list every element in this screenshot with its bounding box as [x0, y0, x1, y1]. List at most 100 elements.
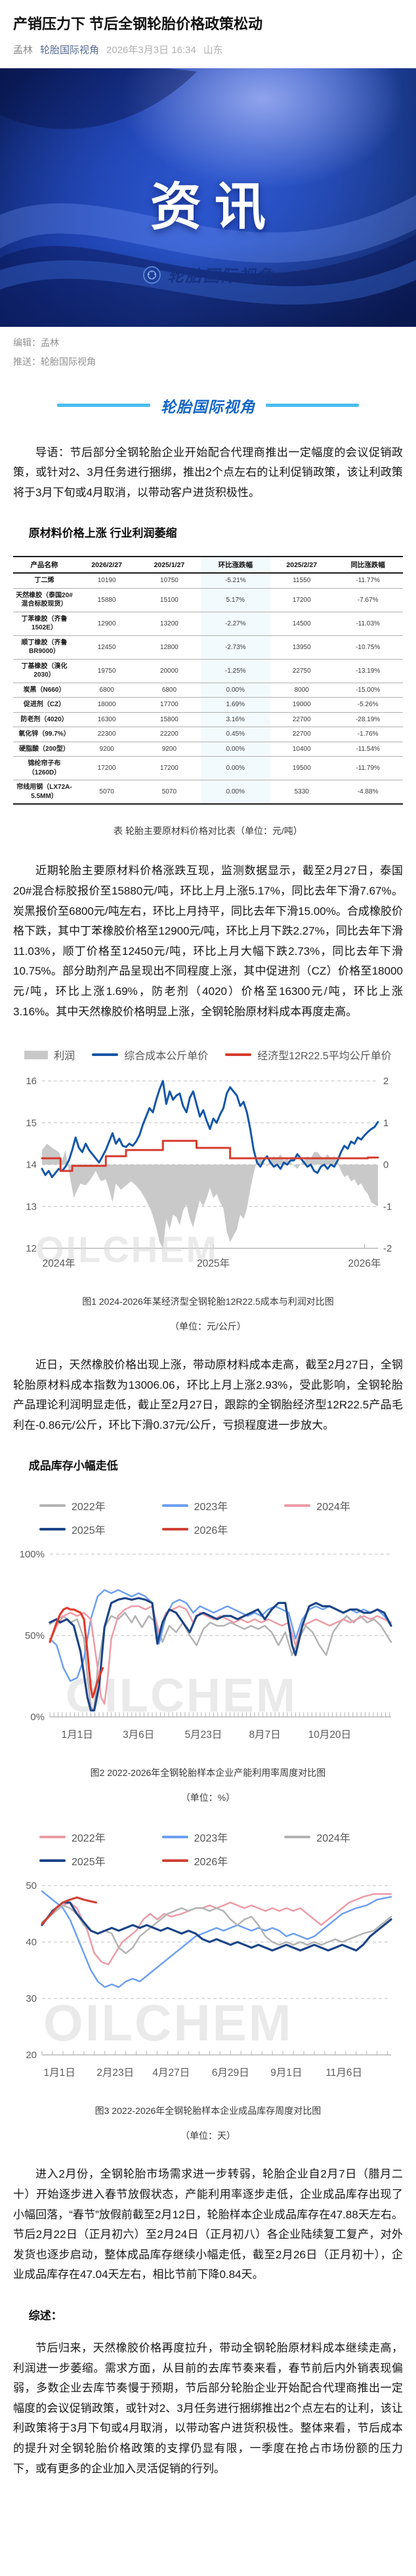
chart-legend: 2022年 2023年 2024年 2025年 2026年 — [13, 1829, 403, 1869]
value-cell: 9200 — [75, 742, 138, 757]
paragraph-raw-materials: 近期轮胎主要原材料价格涨跌互现，监测数据显示，截至2月27日，泰国20#混合标胶… — [13, 864, 403, 1018]
value-cell: -2.73% — [200, 635, 271, 660]
byline: 孟林 轮胎国际视角 2026年3月3日 16:34 山东 — [13, 43, 403, 56]
column-header: 环比涨跌幅 — [200, 557, 271, 574]
value-cell: 6800 — [75, 683, 138, 698]
banner-wave-graphics — [0, 68, 416, 327]
product-name-cell: 促进剂（CZ） — [13, 697, 76, 713]
editor-line: 编辑：孟林 — [13, 337, 59, 348]
legend-swatch — [39, 1836, 66, 1839]
figure3-caption: 图3 2022-2026年全钢轮胎样本企业成品库存周度对比图 — [94, 2105, 322, 2117]
value-cell: 10750 — [138, 573, 201, 589]
figure-cost-profit-chart: 利润 综合成本公斤单价 经济型12R22.5平均公斤单价 12 13 14 15 16 -2-… — [13, 1047, 403, 1275]
value-cell: 5.17% — [200, 588, 271, 612]
svg-text:16: 16 — [26, 1076, 37, 1087]
table-row: 防老剂（4020） 16300 15800 3.16% 22700 -28.19% — [13, 712, 403, 728]
svg-text:2024年: 2024年 — [43, 1257, 75, 1269]
value-cell: -1.25% — [200, 659, 271, 683]
account-link[interactable]: 轮胎国际视角 — [40, 44, 100, 56]
legend-swatch — [161, 1859, 188, 1863]
chart-svg: 0% 50% 100% OILCHEM 1月1日 3月6日 5月23日 8月7日 10月20日 — [20, 1549, 392, 1741]
svg-text:15: 15 — [26, 1118, 37, 1129]
article-page: 产销压力下 节后全钢轮胎价格政策松动 孟林 轮胎国际视角 2026年3月3日 1… — [0, 16, 416, 2475]
figure-inventory-chart: 2022年 2023年 2024年 2025年 2026年 20 30 40 50 OILCHE… — [13, 1829, 403, 2084]
value-cell: 0.00% — [200, 756, 271, 781]
divider-line-right — [266, 404, 359, 408]
legend-item: 2026年 — [161, 1521, 281, 1537]
editor-name: 孟林 — [41, 337, 59, 348]
value-cell: -10.75% — [333, 635, 403, 660]
value-cell: 17200 — [270, 588, 333, 612]
legend-item: 2024年 — [284, 1498, 403, 1513]
legend-item: 2022年 — [39, 1829, 158, 1845]
table-row: 丁苯橡胶（齐鲁1502E） 12900 13200 -2.27% 14500 -11.03… — [13, 612, 403, 636]
value-cell: 12800 — [138, 635, 201, 660]
svg-text:OILCHEM: OILCHEM — [35, 1229, 218, 1270]
section-divider: 轮胎国际视角 — [13, 394, 403, 417]
column-header: 同比涨跌幅 — [333, 557, 403, 574]
svg-text:0%: 0% — [30, 1712, 45, 1723]
figure3-unit: （单位：天） — [180, 2130, 236, 2142]
value-cell: 3.16% — [200, 712, 271, 728]
credits: 编辑：孟林 推送：轮胎国际视角 — [13, 333, 403, 372]
svg-text:10月20日: 10月20日 — [308, 1729, 351, 1741]
value-cell: 0.00% — [200, 683, 271, 698]
intro-paragraph: 导语：节后部分全钢轮胎企业开始配合代理商推出一定幅度的会议促销政策，或针对2、3… — [13, 446, 403, 499]
legend-label: 2023年 — [194, 1833, 228, 1845]
value-cell: -15.00% — [333, 683, 403, 698]
banner-logo: 轮胎国际视角 — [142, 263, 274, 287]
value-cell: -4.88% — [357, 788, 379, 796]
product-name-cell: 丁基橡胶（溴化2030） — [13, 659, 76, 683]
legend-item: 综合成本公斤单价 — [92, 1047, 208, 1063]
table-row: 促进剂（CZ） 18000 17700 1.69% 19000 -5.26% — [13, 697, 403, 713]
value-cell: 22750 — [270, 659, 333, 683]
product-name-cell: 防老剂（4020） — [13, 712, 76, 728]
legend-item: 2026年 — [161, 1853, 281, 1869]
legend-label: 2023年 — [194, 1502, 228, 1513]
legend-swatch — [24, 1050, 49, 1059]
svg-text:OILCHEM: OILCHEM — [66, 1670, 297, 1722]
legend-swatch — [284, 1504, 311, 1508]
table-row: 顺丁橡胶（齐鲁BR9000） 12450 12800 -2.73% 13950 -10.7… — [13, 635, 403, 660]
legend-label: 2026年 — [194, 1857, 228, 1869]
table-row: 丁二烯 10190 10750 -5.21% 11550 -11.77% — [13, 573, 403, 589]
legend-swatch — [39, 1528, 66, 1531]
chart-legend: 2022年 2023年 2024年 2025年 2026年 — [13, 1498, 403, 1537]
legend-item: 2025年 — [39, 1521, 158, 1537]
svg-text:11月6日: 11月6日 — [325, 2067, 362, 2079]
value-cell: 5070 — [161, 788, 177, 796]
value-cell: -1.76% — [333, 727, 403, 742]
paragraph-summary: 节后归来，天然橡胶价格再度拉升，带动全钢轮胎原材料成本继续走高，利润进一步萎缩。… — [13, 2342, 403, 2475]
legend-label: 2022年 — [72, 1833, 106, 1845]
divider-logo-text: 轮胎国际视角 — [161, 398, 255, 415]
svg-text:1月1日: 1月1日 — [61, 1729, 93, 1741]
product-name-cell: 锦纶帘子布（1260D） — [13, 756, 76, 781]
legend-swatch — [225, 1053, 252, 1057]
value-cell: -7.67% — [333, 588, 403, 612]
materials-table: 产品名称 2026/2/27 2025/1/27 环比涨跌幅 2025/2/27 同比涨跌… — [13, 556, 403, 805]
svg-text:50%: 50% — [25, 1630, 45, 1641]
svg-text:50: 50 — [26, 1880, 37, 1891]
legend-label: 2024年 — [316, 1833, 350, 1845]
value-cell: -11.77% — [333, 573, 403, 589]
svg-text:12: 12 — [26, 1243, 37, 1254]
value-cell: 22300 — [75, 727, 138, 742]
svg-text:5月23日: 5月23日 — [185, 1729, 222, 1741]
legend-item: 2023年 — [161, 1498, 281, 1513]
value-cell: 5330 — [294, 788, 309, 796]
value-cell: 15100 — [138, 588, 201, 612]
value-cell: 22200 — [138, 727, 201, 742]
figure2-unit: （单位：%） — [180, 1792, 236, 1804]
value-cell: -28.19% — [333, 712, 403, 728]
value-cell: 22700 — [270, 727, 333, 742]
value-cell: 11550 — [270, 573, 333, 589]
legend-label: 2025年 — [72, 1857, 106, 1869]
product-name-cell: 炭黑（N660） — [13, 683, 76, 698]
value-cell: 12450 — [75, 635, 138, 660]
table-row: 氧化锌（99.7%） 22300 22200 0.45% 22700 -1.76% — [13, 727, 403, 742]
svg-text:2025年: 2025年 — [197, 1257, 230, 1269]
column-header: 2025/2/27 — [270, 557, 333, 574]
svg-text:-1: -1 — [383, 1201, 392, 1212]
legend-label: 2022年 — [72, 1502, 106, 1513]
svg-text:100%: 100% — [20, 1549, 45, 1560]
